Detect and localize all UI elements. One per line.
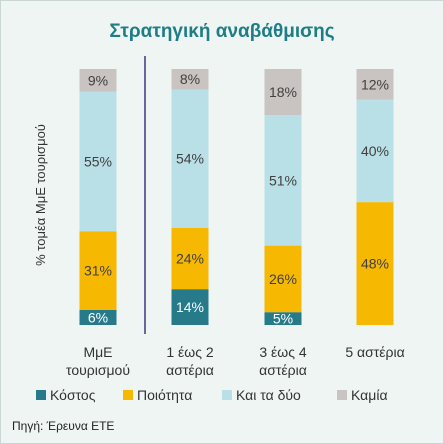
bars-group xyxy=(79,69,394,325)
data-label: 18% xyxy=(269,84,297,100)
bar-segment xyxy=(171,89,209,228)
data-label: 14% xyxy=(176,299,204,315)
x-tick-label-line: αστέρια xyxy=(259,362,307,378)
source-note: Πηγή: Έρευνα ΕΤΕ xyxy=(12,419,114,433)
chart-title: Στρατηγική αναβάθμισης xyxy=(109,21,334,42)
data-label: 48% xyxy=(361,256,389,272)
legend-swatch xyxy=(123,390,133,400)
x-tick-label-line: αστέρια xyxy=(166,362,214,378)
bar-segment xyxy=(264,245,302,313)
legend: Κόστος Ποιότητα Και τα δύο Καμία xyxy=(36,387,388,403)
bar-segment xyxy=(264,69,302,116)
bar-segment xyxy=(356,69,394,100)
data-label: 54% xyxy=(176,151,204,167)
x-tick-label-line: 1 έως 2 xyxy=(166,344,213,360)
data-label: 55% xyxy=(84,154,112,170)
bar-segment xyxy=(171,227,209,290)
bar-segment xyxy=(79,69,117,92)
bar-segment xyxy=(171,69,209,90)
x-tick-label-line: ΜμΕ xyxy=(83,344,112,360)
x-tick-label: 1 έως 2 αστέρια xyxy=(166,344,214,378)
bar-segment xyxy=(171,289,209,325)
data-labels-group: 6% 31% 55% 9% 14% 24% 54% 8% 5% 26% 51% 18% 48% 40% 12… xyxy=(84,71,389,326)
x-tick-label-line: 5 αστέρια xyxy=(345,344,404,360)
data-label: 8% xyxy=(180,71,200,87)
legend-label: Καμία xyxy=(351,387,388,403)
data-label: 12% xyxy=(361,76,389,92)
legend-swatch xyxy=(222,390,232,400)
bar-segment xyxy=(264,115,302,246)
data-label: 51% xyxy=(269,172,297,188)
data-label: 40% xyxy=(361,143,389,159)
bar-segment xyxy=(79,91,117,232)
data-label: 31% xyxy=(84,263,112,279)
legend-label: Ποιότητα xyxy=(137,387,192,403)
bar-segment xyxy=(264,312,302,325)
legend-label: Και τα δύο xyxy=(236,387,301,403)
x-tick-labels-group: ΜμΕ τουρισμού 1 έως 2 αστέρια 3 έως 4 αστέρια… xyxy=(66,344,405,378)
x-tick-label-line: 3 έως 4 xyxy=(259,344,306,360)
data-label: 9% xyxy=(88,72,108,88)
x-tick-label: ΜμΕ τουρισμού xyxy=(66,344,130,378)
data-label: 26% xyxy=(269,271,297,287)
legend-swatch xyxy=(36,390,46,400)
bar-segment xyxy=(79,309,117,325)
x-tick-label-line: τουρισμού xyxy=(66,362,130,378)
x-tick-label: 3 έως 4 αστέρια xyxy=(259,344,307,378)
bar-segment xyxy=(356,202,394,325)
bar-segment xyxy=(356,99,394,203)
y-axis-label: % τομέα ΜμΕ τουρισμού xyxy=(33,124,48,266)
data-label: 24% xyxy=(176,250,204,266)
legend-swatch xyxy=(337,390,347,400)
x-tick-label: 5 αστέρια xyxy=(345,344,404,360)
bar-segment xyxy=(79,231,117,310)
data-label: 6% xyxy=(88,309,108,325)
legend-label: Κόστος xyxy=(50,387,96,403)
data-label: 5% xyxy=(273,311,293,327)
